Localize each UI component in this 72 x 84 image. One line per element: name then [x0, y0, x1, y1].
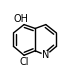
Text: Cl: Cl [19, 57, 29, 67]
Text: OH: OH [14, 14, 29, 24]
Circle shape [42, 51, 50, 59]
Text: N: N [42, 50, 50, 60]
